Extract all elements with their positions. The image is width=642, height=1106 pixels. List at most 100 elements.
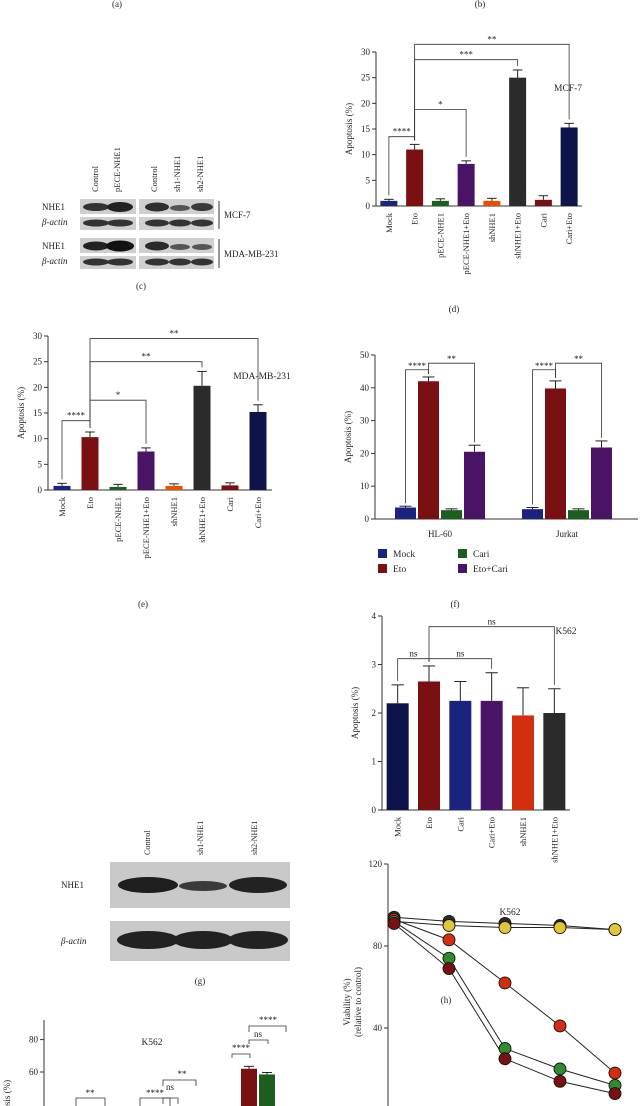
chart-e-xtick-label-0: Mock: [57, 496, 67, 517]
panel-label-f: (f): [451, 599, 460, 609]
chart-f-sig-label-3: **: [574, 354, 584, 364]
chart-j-point-2-4: [608, 1066, 622, 1080]
chart-j-chart: 40 80 120 Viability (%) (relative to control…: [342, 859, 622, 1106]
chart-e-xtick-label-4: shNHE1: [169, 497, 179, 526]
chart-f-ytick-label-4: 40: [360, 383, 370, 393]
chart-j-ytick-label-0: 40: [373, 1023, 383, 1033]
chart-e-xtick-label-5: shNHE1+Eto: [197, 497, 207, 543]
chart-i-sig-bracket-6: [248, 1025, 287, 1032]
chart-d-xtick-label-7: Cari+Eto: [564, 213, 574, 244]
chart-f-legend-label-3: Eto+Cari: [473, 565, 508, 575]
chart-h-xtick-label-2: Cari: [455, 816, 465, 831]
chart-i-ytick-label-1: 80: [29, 1035, 39, 1045]
chart-j-point-1-2: [498, 921, 512, 934]
chart-h-ytick-label-3: 3: [372, 660, 377, 670]
chart-e-ylabel: Apoptosis (%): [16, 387, 26, 439]
chart-e-bar-1: [81, 437, 99, 490]
chart-e-sig-bracket-1: [89, 361, 203, 428]
chart-e-ytick-label-3: 15: [33, 408, 43, 418]
blot-c-col-2: Control: [149, 165, 159, 192]
chart-f-bar-0-0: [395, 507, 416, 519]
chart-h-ytick-label-2: 2: [372, 708, 377, 718]
chart-d-bar-5: [509, 77, 527, 207]
chart-f-bar-0-2: [441, 510, 462, 519]
chart-f-bar-1-1: [545, 388, 566, 519]
chart-f-legend-swatch-1: [458, 549, 467, 558]
chart-e-sig-bracket-3: [61, 420, 91, 480]
chart-j-point-4-3: [553, 1074, 567, 1088]
chart-j-point-4-4: [608, 1087, 622, 1101]
blot-g-col-0: Control: [143, 830, 152, 855]
chart-h-ylabel: Apoptosis (%): [350, 687, 360, 739]
chart-h-bar-3: [480, 700, 503, 810]
chart-e-sig-label-0: **: [170, 329, 180, 339]
blot-c-col-0: Control: [90, 165, 100, 192]
panel-label-e: (e): [138, 599, 148, 609]
chart-j-point-1-3: [553, 921, 567, 934]
chart-i-sig-label-5: ns: [254, 1029, 263, 1039]
blot-g: Control sh1-NHE1 sh2-NHE1 NHE1 β-actin (…: [60, 821, 290, 986]
chart-e-bar-7: [249, 411, 267, 490]
blot-g-col-2: sh2-NHE1: [250, 821, 259, 855]
chart-e-sig-label-1: **: [142, 352, 152, 362]
chart-h-chart: 0 1 2 3 4 Apoptosis (%) Mock Eto Cari Cari+Eto shN…: [350, 611, 577, 863]
chart-i-sig-bracket-4: [231, 1053, 251, 1058]
chart-d-sig-label-3: ****: [393, 127, 412, 137]
panel-label-b: (b): [475, 0, 486, 9]
chart-d-ytick-label-2: 10: [361, 150, 371, 160]
chart-h-ytick-label-4: 4: [372, 611, 377, 621]
chart-d-bar-4: [483, 200, 501, 206]
chart-e-xtick-label-6: Cari: [225, 496, 235, 511]
chart-f-ytick-label-2: 20: [360, 448, 370, 458]
panel-label-d: (d): [449, 304, 460, 314]
chart-e-ytick-label-1: 5: [38, 459, 43, 469]
chart-f-sig-bracket-1: [428, 362, 475, 443]
chart-f-xtick-label-1: Jurkat: [556, 529, 578, 539]
blot-c-row-0: NHE1: [42, 202, 65, 212]
chart-e-ytick-label-4: 20: [33, 382, 43, 392]
chart-i-sig-label-6: ****: [259, 1015, 278, 1025]
chart-f-bar-0-1: [418, 381, 439, 519]
chart-i-bar-0: [241, 1068, 257, 1106]
chart-d-ytick-label-4: 20: [361, 98, 371, 108]
chart-j-point-2-3: [553, 1019, 567, 1033]
chart-f-ytick-label-1: 10: [360, 481, 370, 491]
panel-label-g: (g): [195, 976, 206, 986]
chart-d-sig-bracket-3: [388, 136, 416, 196]
chart-e-bar-4: [165, 485, 183, 490]
chart-f-ytick-label-3: 30: [360, 416, 370, 426]
chart-h-xtick-label-4: shNHE1: [518, 817, 528, 846]
chart-i-ylabel: Apoptosis (%): [2, 1080, 12, 1106]
chart-e-title: MDA-MB-231: [233, 372, 291, 382]
chart-f-legend-label-0: Mock: [393, 550, 415, 560]
chart-d-sig-label-0: **: [487, 34, 497, 44]
chart-e-bar-0: [53, 485, 71, 490]
blot-c-col-1: pECE-NHE1: [112, 147, 122, 192]
chart-e-bar-3: [137, 451, 155, 490]
chart-f-sig-label-0: ****: [408, 361, 427, 371]
chart-i-sig-bracket-5: [248, 1039, 269, 1044]
chart-j-point-4-2: [498, 1052, 512, 1066]
chart-e-sig-bracket-2: [89, 399, 147, 444]
chart-e-ytick-label-5: 25: [33, 357, 43, 367]
chart-d-bar-1: [406, 149, 424, 206]
chart-d-xtick-label-5: shNHE1+Eto: [513, 213, 523, 259]
blot-c-group-1: MDA-MB-231: [224, 249, 279, 259]
chart-h-ytick-label-0: 0: [372, 805, 377, 815]
chart-d-bar-6: [534, 199, 552, 206]
chart-e-xtick-label-3: pECE-NHE1+Eto: [141, 497, 151, 558]
chart-d-bar-0: [380, 200, 398, 206]
chart-e-ytick-label-2: 10: [33, 434, 43, 444]
chart-f-bar-1-3: [591, 447, 612, 519]
chart-h-sig-bracket-0: [428, 626, 555, 685]
chart-f-legend-label-1: Cari: [473, 550, 490, 560]
chart-i-sig-bracket-0: [75, 1097, 106, 1106]
blot-c-row-2: NHE1: [42, 241, 65, 251]
chart-j-point-2-2: [498, 976, 512, 990]
blot-c-group-0: MCF-7: [224, 210, 251, 220]
chart-i-sig-label-0: **: [86, 1088, 96, 1098]
blot-c-col-4: sh2-NHE1: [195, 156, 205, 192]
chart-d-xtick-label-1: Eto: [410, 213, 420, 225]
chart-h-xtick-label-1: Eto: [424, 817, 434, 829]
